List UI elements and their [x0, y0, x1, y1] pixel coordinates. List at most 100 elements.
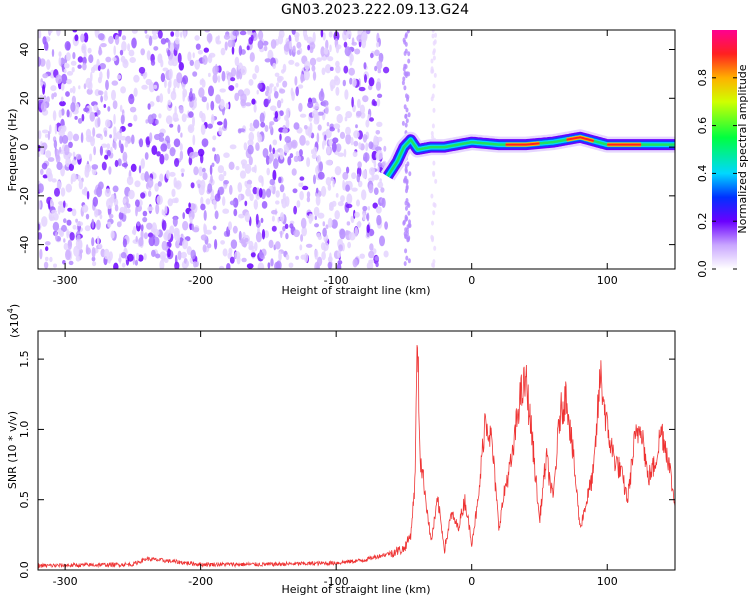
- spectrogram-noise-cell: [92, 261, 97, 267]
- spectrogram-noise-cell: [384, 221, 388, 230]
- spectrogram-noise-cell: [299, 113, 307, 118]
- spectrogram-noise-cell: [303, 125, 308, 130]
- spectrogram-noise-cell: [145, 119, 149, 124]
- spectrogram-noise-cell: [333, 31, 340, 41]
- spectrogram-noise-cell: [354, 211, 360, 218]
- spectrogram-noise-cell: [339, 228, 346, 240]
- spectrogram-noise-cell: [202, 172, 208, 181]
- spectrogram-y-tick-label: 40: [18, 43, 31, 57]
- spectrogram-noise-cell: [406, 30, 410, 34]
- spectrogram-noise-cell: [72, 85, 76, 94]
- spectrogram-noise-cell: [104, 188, 111, 198]
- spectrogram-noise-cell: [333, 123, 341, 129]
- spectrogram-noise-cell: [223, 152, 230, 158]
- spectrogram-noise-cell: [291, 168, 297, 176]
- spectrogram-noise-cell: [404, 33, 408, 39]
- spectrogram-noise-cell: [225, 102, 230, 110]
- spectrogram-noise-cell: [430, 193, 434, 199]
- spectrogram-noise-cell: [81, 43, 87, 54]
- snr-x-label: Height of straight line (km): [281, 583, 430, 596]
- spectrogram-noise-cell: [108, 213, 114, 219]
- spectrogram-noise-cell: [161, 240, 168, 251]
- spectrogram-noise-cell: [190, 249, 196, 260]
- spectrogram-noise-cell: [77, 118, 83, 124]
- spectrogram-noise-cell: [222, 208, 230, 214]
- spectrogram-noise-cell: [325, 39, 329, 50]
- spectrogram-noise-cell: [239, 30, 247, 36]
- spectrogram-noise-cell: [91, 247, 96, 258]
- spectrogram-noise-cell: [363, 62, 367, 70]
- spectrogram-noise-cell: [197, 148, 205, 157]
- spectrogram-noise-cell: [56, 180, 62, 191]
- spectrogram-noise-cell: [404, 248, 408, 254]
- spectrogram-x-tick-label: 0: [468, 274, 475, 287]
- spectrogram-noise-cell: [127, 43, 131, 52]
- spectrogram-noise-cell: [232, 30, 239, 37]
- spectrogram-noise-cell: [189, 216, 193, 224]
- spectrogram-noise-cell: [307, 44, 310, 51]
- spectrogram-noise-cell: [212, 225, 217, 231]
- spectrogram-noise-cell: [315, 195, 321, 206]
- spectrogram-noise-cell: [255, 142, 260, 151]
- spectrogram-noise-cell: [404, 64, 408, 70]
- spectrogram-noise-cell: [205, 229, 212, 235]
- spectrogram-noise-cell: [134, 259, 138, 266]
- spectrogram-noise-cell: [97, 110, 101, 115]
- spectrogram-noise-cell: [309, 122, 313, 133]
- spectrogram-y-ticks: -40 -20 0 20 40: [18, 43, 675, 254]
- spectrogram-noise-cell: [293, 229, 300, 238]
- spectrogram-noise-cell: [330, 84, 334, 92]
- spectrogram-noise-cell: [377, 68, 382, 74]
- spectrogram-noise-cell: [431, 220, 434, 226]
- spectrogram-noise-cell: [52, 110, 57, 121]
- spectrogram-noise-cell: [373, 135, 378, 145]
- spectrogram-noise-cell: [245, 183, 252, 189]
- spectrogram-noise-cell: [337, 250, 342, 259]
- spectrogram-noise-cell: [148, 190, 152, 197]
- spectrogram-noise-cell: [63, 62, 70, 69]
- spectrogram-noise-cell: [257, 262, 265, 269]
- spectrogram-noise-cell: [124, 141, 129, 148]
- spectrogram-noise-cell: [223, 118, 228, 129]
- spectrogram-noise-cell: [244, 211, 251, 223]
- spectrogram-noise-cell: [325, 224, 329, 229]
- spectrogram-noise-cell: [249, 127, 256, 132]
- spectrogram-noise-cell: [314, 249, 319, 260]
- spectrogram-noise-cell: [122, 198, 127, 204]
- spectrogram-noise-cell: [129, 106, 137, 113]
- snr-marks: [38, 345, 675, 569]
- spectrogram-noise-cell: [342, 79, 346, 87]
- spectrogram-noise-cell: [165, 115, 173, 125]
- spectrogram-noise-cell: [284, 136, 292, 143]
- spectrogram-noise-cell: [172, 216, 178, 227]
- spectrogram-noise-cell: [269, 83, 274, 88]
- spectrogram-noise-cell: [299, 135, 306, 146]
- spectrogram-noise-cell: [160, 143, 168, 152]
- spectrogram-noise-cell: [319, 161, 323, 172]
- spectrogram-noise-cell: [78, 85, 81, 90]
- spectrogram-noise-cell: [165, 170, 170, 179]
- spectrogram-noise-cell: [293, 205, 297, 215]
- spectrogram-noise-cell: [210, 114, 215, 125]
- spectrogram-noise-cell: [193, 151, 199, 158]
- spectrogram-noise-cell: [136, 221, 140, 227]
- spectrogram-noise-cell: [345, 126, 351, 136]
- spectrogram-noise-cell: [229, 200, 236, 206]
- spectrogram-noise-cell: [53, 263, 57, 268]
- spectrogram-noise-cell: [402, 219, 406, 225]
- spectrogram-noise-cell: [354, 48, 361, 55]
- spectrogram-noise-cell: [307, 101, 314, 109]
- spectrogram-noise-cell: [118, 253, 122, 264]
- spectrogram-noise-cell: [145, 78, 152, 86]
- spectrogram-noise-cell: [322, 140, 325, 150]
- spectrogram-noise-cell: [113, 45, 116, 56]
- spectrogram-noise-cell: [156, 151, 161, 157]
- spectrogram-noise-cell: [296, 41, 302, 49]
- spectrogram-noise-cell: [376, 214, 382, 226]
- spectrogram-noise-cell: [108, 166, 112, 175]
- spectrogram-noise-cell: [200, 203, 206, 211]
- spectrogram-noise-cell: [406, 161, 410, 167]
- colorbar-tick-label: 0.8: [696, 69, 709, 87]
- spectrogram-noise-cell: [365, 119, 370, 128]
- spectrogram-noise-cell: [228, 247, 233, 255]
